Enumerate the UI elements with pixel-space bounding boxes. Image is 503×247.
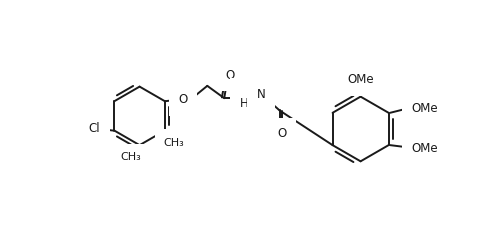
Text: Cl: Cl [89,123,101,135]
Text: CH₃: CH₃ [164,138,185,148]
Text: O: O [225,69,234,82]
Text: O: O [179,93,188,106]
Text: N: N [240,88,248,101]
Text: O: O [277,127,287,140]
Text: OMe: OMe [411,142,438,155]
Text: H: H [240,97,248,110]
Text: CH₃: CH₃ [120,152,141,163]
Text: N: N [257,88,266,101]
Text: OMe: OMe [411,102,438,115]
Text: OMe: OMe [347,73,374,86]
